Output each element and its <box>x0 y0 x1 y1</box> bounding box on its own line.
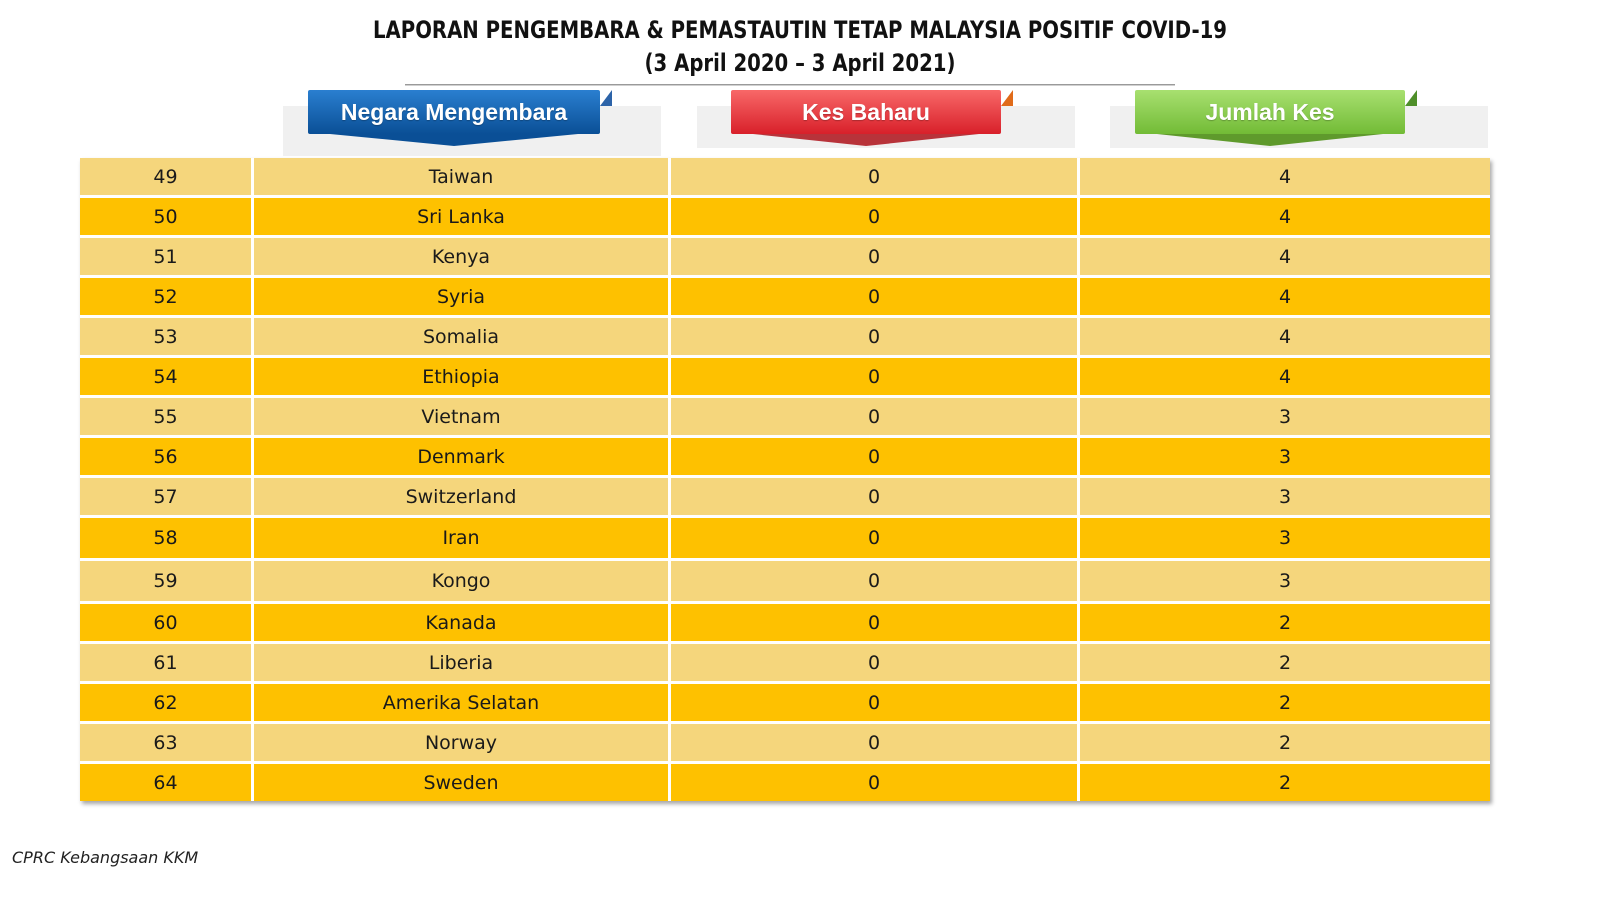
new-cases-cell: 0 <box>671 398 1080 435</box>
total-cases-cell: 3 <box>1080 438 1490 475</box>
rank-cell: 62 <box>80 684 254 721</box>
new-cases-cell: 0 <box>671 644 1080 681</box>
table-row: 57 Switzerland 0 3 <box>80 478 1490 518</box>
table-row: 51 Kenya 0 4 <box>80 238 1490 278</box>
rank-cell: 59 <box>80 561 254 601</box>
country-cell: Kanada <box>254 604 671 641</box>
new-cases-cell: 0 <box>671 764 1080 801</box>
rank-cell: 61 <box>80 644 254 681</box>
header-country-label: Negara Mengembara <box>340 98 568 125</box>
new-cases-cell: 0 <box>671 438 1080 475</box>
country-cell: Iran <box>254 518 671 558</box>
table-row: 49 Taiwan 0 4 <box>80 158 1490 198</box>
country-cell: Amerika Selatan <box>254 684 671 721</box>
country-cell: Syria <box>254 278 671 315</box>
table-row: 64 Sweden 0 2 <box>80 764 1490 801</box>
table-row: 61 Liberia 0 2 <box>80 644 1490 684</box>
new-cases-cell: 0 <box>671 604 1080 641</box>
country-cell: Kongo <box>254 561 671 601</box>
table-row: 54 Ethiopia 0 4 <box>80 358 1490 398</box>
title-underline <box>405 84 1175 86</box>
total-cases-cell: 2 <box>1080 684 1490 721</box>
header-country: Negara Mengembara <box>308 90 612 146</box>
country-cell: Somalia <box>254 318 671 355</box>
country-cell: Taiwan <box>254 158 671 195</box>
table-row: 58 Iran 0 3 <box>80 518 1490 561</box>
new-cases-cell: 0 <box>671 358 1080 395</box>
rank-cell: 53 <box>80 318 254 355</box>
header-total-cases: Jumlah Kes <box>1135 90 1417 146</box>
country-cell: Norway <box>254 724 671 761</box>
country-cell: Vietnam <box>254 398 671 435</box>
rank-cell: 63 <box>80 724 254 761</box>
rank-cell: 57 <box>80 478 254 515</box>
report-title-line2: (3 April 2020 – 3 April 2021) <box>644 49 956 77</box>
total-cases-cell: 3 <box>1080 561 1490 601</box>
total-cases-cell: 4 <box>1080 278 1490 315</box>
total-cases-cell: 4 <box>1080 238 1490 275</box>
rank-cell: 55 <box>80 398 254 435</box>
rank-cell: 49 <box>80 158 254 195</box>
total-cases-cell: 2 <box>1080 724 1490 761</box>
new-cases-cell: 0 <box>671 318 1080 355</box>
country-cell: Sri Lanka <box>254 198 671 235</box>
header-new-cases: Kes Baharu <box>731 90 1013 146</box>
table-row: 60 Kanada 0 2 <box>80 604 1490 644</box>
total-cases-cell: 2 <box>1080 764 1490 801</box>
rank-cell: 52 <box>80 278 254 315</box>
header-new-cases-label: Kes Baharu <box>802 98 930 125</box>
total-cases-cell: 3 <box>1080 398 1490 435</box>
report-title: LAPORAN PENGEMBARA & PEMASTAUTIN TETAP M… <box>144 14 1456 80</box>
new-cases-cell: 0 <box>671 198 1080 235</box>
total-cases-cell: 4 <box>1080 318 1490 355</box>
table-row: 63 Norway 0 2 <box>80 724 1490 764</box>
total-cases-cell: 2 <box>1080 644 1490 681</box>
rank-cell: 51 <box>80 238 254 275</box>
new-cases-cell: 0 <box>671 561 1080 601</box>
rank-cell: 58 <box>80 518 254 558</box>
new-cases-cell: 0 <box>671 478 1080 515</box>
table-row: 62 Amerika Selatan 0 2 <box>80 684 1490 724</box>
report-title-line1: LAPORAN PENGEMBARA & PEMASTAUTIN TETAP M… <box>372 16 1228 44</box>
new-cases-cell: 0 <box>671 238 1080 275</box>
source-footer: CPRC Kebangsaan KKM <box>12 848 199 867</box>
country-cell: Ethiopia <box>254 358 671 395</box>
new-cases-cell: 0 <box>671 278 1080 315</box>
new-cases-cell: 0 <box>671 684 1080 721</box>
total-cases-cell: 2 <box>1080 604 1490 641</box>
table-row: 50 Sri Lanka 0 4 <box>80 198 1490 238</box>
rank-cell: 50 <box>80 198 254 235</box>
table-row: 56 Denmark 0 3 <box>80 438 1490 478</box>
table-row: 55 Vietnam 0 3 <box>80 398 1490 438</box>
rank-cell: 60 <box>80 604 254 641</box>
total-cases-cell: 4 <box>1080 198 1490 235</box>
new-cases-cell: 0 <box>671 158 1080 195</box>
country-cell: Kenya <box>254 238 671 275</box>
cases-table: 49 Taiwan 0 4 50 Sri Lanka 0 4 51 Kenya 0 4 52 Syria 0… <box>80 158 1490 801</box>
total-cases-cell: 4 <box>1080 358 1490 395</box>
country-cell: Sweden <box>254 764 671 801</box>
country-cell: Liberia <box>254 644 671 681</box>
total-cases-cell: 3 <box>1080 478 1490 515</box>
total-cases-cell: 4 <box>1080 158 1490 195</box>
rank-cell: 54 <box>80 358 254 395</box>
new-cases-cell: 0 <box>671 724 1080 761</box>
header-total-cases-label: Jumlah Kes <box>1205 98 1335 125</box>
table-row: 53 Somalia 0 4 <box>80 318 1490 358</box>
table-row: 52 Syria 0 4 <box>80 278 1490 318</box>
country-cell: Switzerland <box>254 478 671 515</box>
total-cases-cell: 3 <box>1080 518 1490 558</box>
new-cases-cell: 0 <box>671 518 1080 558</box>
rank-cell: 56 <box>80 438 254 475</box>
rank-cell: 64 <box>80 764 254 801</box>
table-row: 59 Kongo 0 3 <box>80 561 1490 604</box>
country-cell: Denmark <box>254 438 671 475</box>
